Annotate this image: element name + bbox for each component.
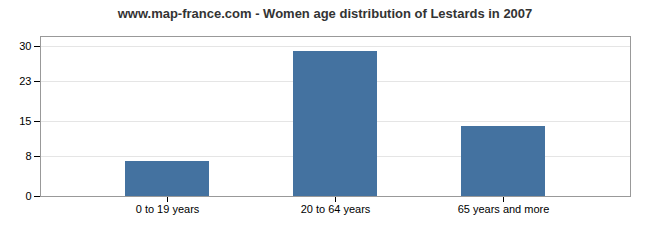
svg-text:23: 23 [19, 75, 31, 87]
svg-text:8: 8 [25, 150, 31, 162]
svg-text:30: 30 [19, 40, 31, 52]
svg-text:20 to 64 years: 20 to 64 years [301, 203, 371, 215]
svg-text:0 to 19 years: 0 to 19 years [136, 203, 200, 215]
svg-text:15: 15 [19, 115, 31, 127]
svg-text:0: 0 [25, 190, 31, 202]
html-text:www.map-france.com - Women age: www.map-france.com - Women age distribut… [117, 6, 533, 21]
svg-text:65 years and more: 65 years and more [458, 203, 550, 215]
